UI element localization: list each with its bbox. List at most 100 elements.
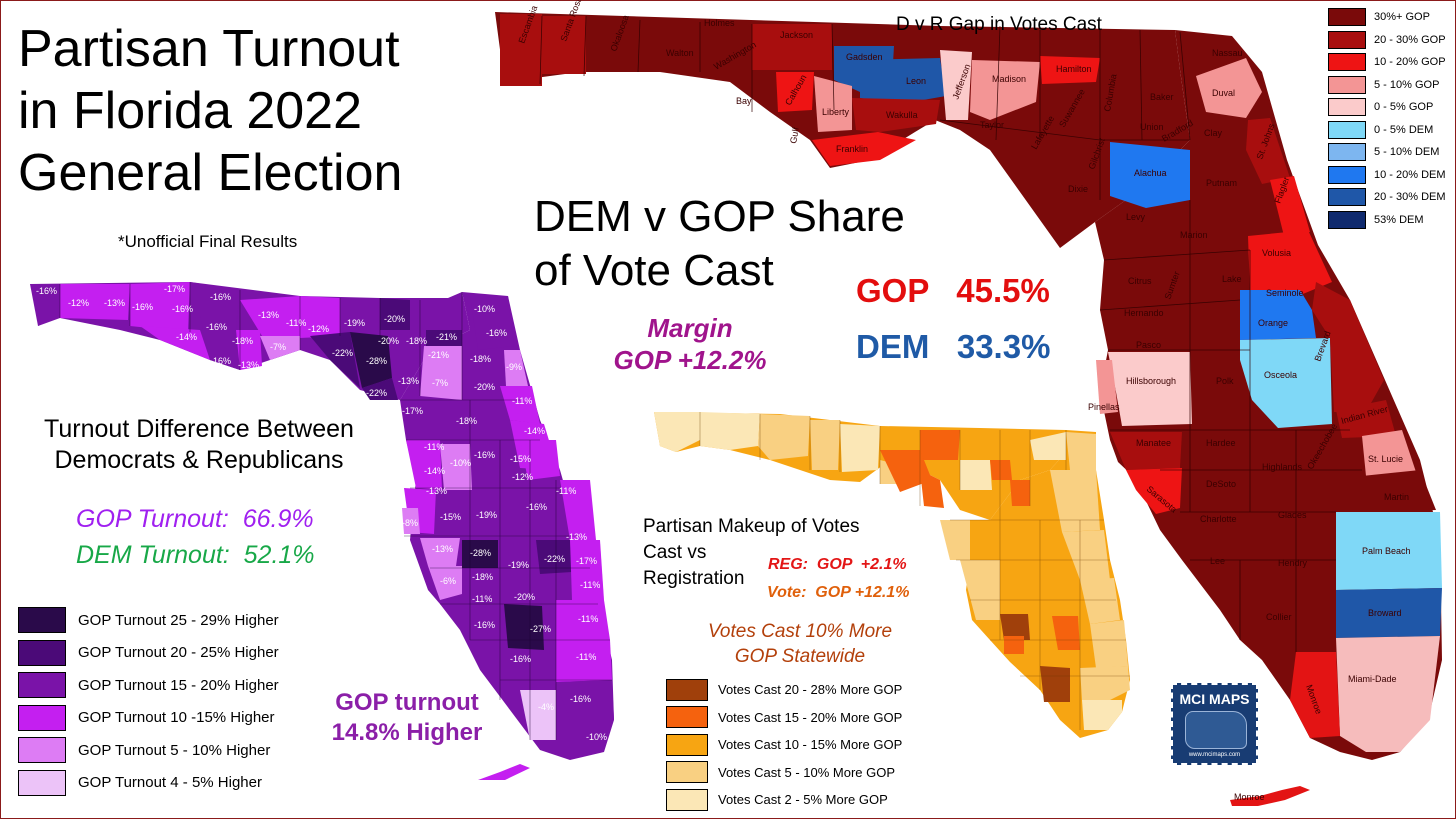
legend-swatch	[666, 706, 708, 729]
turnout-value: -14%	[524, 426, 545, 436]
share-county-escambia	[500, 14, 542, 86]
turnout-value: -17%	[164, 284, 185, 294]
makeup-patch	[960, 560, 1000, 620]
county-label: Alachua	[1134, 168, 1167, 178]
turnout-value: -20%	[384, 314, 405, 324]
legend-label: Votes Cast 2 - 5% More GOP	[718, 792, 888, 808]
legend-swatch	[1328, 53, 1366, 72]
gop-share-stat: GOP 45.5%	[856, 272, 1050, 309]
turnout-value: -11%	[578, 614, 598, 624]
share-county-flagler	[1270, 176, 1310, 236]
legend-row: 10 - 20% GOP	[1328, 51, 1446, 74]
share-county-indianriver	[1336, 400, 1396, 438]
county-label: St. Lucie	[1368, 454, 1403, 464]
brand-site: www.mcimaps.com	[1188, 752, 1241, 758]
legend-row: Votes Cast 5 - 10% More GOP	[666, 759, 902, 787]
turnout-value: -14%	[424, 466, 445, 476]
turnout-patch	[504, 604, 544, 650]
turnout-value: -21%	[428, 350, 449, 360]
legend-swatch	[1328, 120, 1366, 139]
turnout-value: -8%	[402, 518, 418, 528]
county-label: Hardee	[1206, 438, 1236, 448]
county-label: Martin	[1384, 492, 1409, 502]
makeup-patch	[960, 460, 992, 490]
turnout-patch	[570, 540, 604, 600]
share-county-alachua	[1110, 142, 1190, 208]
county-label: Miami-Dade	[1348, 674, 1397, 684]
turnout-value: -11%	[286, 318, 306, 328]
turnout-value: -10%	[586, 732, 607, 742]
turnout-value: -13%	[566, 532, 587, 542]
county-label: Monroe	[1234, 792, 1265, 802]
turnout-value: -16%	[210, 356, 231, 366]
turnout-value: -10%	[474, 304, 495, 314]
legend-label: 20 - 30% GOP	[1374, 33, 1446, 46]
share-county-palmbeach	[1336, 512, 1442, 590]
share-county-wakulla	[852, 98, 940, 132]
turnout-patch	[300, 296, 340, 338]
turnout-value: -20%	[514, 592, 535, 602]
legend-label: 10 - 20% DEM	[1374, 168, 1446, 181]
makeup-patch	[1050, 470, 1100, 532]
turnout-value: -16%	[510, 654, 531, 664]
turnout-value: -9%	[506, 362, 522, 372]
turnout-value: -11%	[424, 442, 444, 452]
turnout-value: -19%	[344, 318, 365, 328]
legend-row: 5 - 10% DEM	[1328, 141, 1446, 164]
turnout-value: -19%	[508, 560, 529, 570]
makeup-patch	[1066, 432, 1096, 470]
title-line: in Florida 2022	[18, 82, 362, 140]
turnout-patch	[420, 538, 460, 566]
county-label: Glades	[1278, 510, 1307, 520]
legend-label: GOP Turnout 15 - 20% Higher	[78, 676, 279, 694]
usa-map-icon	[1185, 711, 1247, 749]
makeup-patch	[1040, 666, 1070, 702]
share-county-duval	[1196, 58, 1262, 118]
legend-swatch	[18, 639, 66, 666]
turnout-patch	[556, 600, 610, 640]
county-label: Gadsden	[846, 52, 883, 62]
turnout-value: -12%	[308, 324, 329, 334]
turnout-value: -16%	[474, 620, 495, 630]
county-label: Orange	[1258, 318, 1288, 328]
makeup-patch	[840, 424, 880, 472]
county-label: Volusia	[1262, 248, 1291, 258]
county-label: Liberty	[822, 107, 850, 117]
share-county-osceola	[1240, 338, 1332, 428]
gap-map-title: D v R Gap in Votes Cast	[896, 14, 1102, 35]
legend-swatch	[1328, 98, 1366, 117]
makeup-patch	[1052, 616, 1080, 650]
makeup-patch	[1030, 432, 1066, 460]
turnout-legend: GOP Turnout 25 - 29% Higher GOP Turnout …	[18, 604, 279, 799]
turnout-patch	[402, 508, 420, 534]
legend-label: GOP Turnout 25 - 29% Higher	[78, 611, 279, 629]
share-county-franklin	[812, 132, 916, 166]
legend-swatch	[1328, 188, 1366, 207]
turnout-value: -28%	[470, 548, 491, 558]
legend-label: 0 - 5% DEM	[1374, 123, 1434, 136]
turnout-patch	[556, 640, 612, 682]
turnout-patch	[60, 284, 130, 320]
share-county-hamilton	[1040, 56, 1100, 84]
legend-label: 5 - 10% GOP	[1374, 78, 1440, 91]
county-label: Jackson	[780, 30, 813, 40]
turnout-patch	[470, 296, 514, 350]
makeup-patch	[920, 470, 944, 508]
turnout-value: -13%	[432, 544, 453, 554]
county-label: Franklin	[836, 144, 868, 154]
makeup-patch	[1004, 636, 1024, 654]
turnout-value: -27%	[530, 624, 551, 634]
turnout-value: -16%	[172, 304, 193, 314]
makeup-patch	[810, 420, 840, 470]
turnout-patch	[520, 690, 556, 740]
share-county-hillsborough	[1108, 352, 1192, 426]
legend-row: GOP Turnout 10 -15% Higher	[18, 702, 279, 735]
turnout-value: -13%	[426, 486, 447, 496]
turnout-value: -18%	[472, 572, 493, 582]
makeup-patch	[1082, 700, 1122, 730]
county-label: Lake	[1222, 274, 1242, 284]
legend-swatch	[666, 733, 708, 756]
county-label: Pinellas	[1088, 402, 1120, 412]
turnout-heading: Turnout Difference Between Democrats & R…	[18, 414, 380, 476]
